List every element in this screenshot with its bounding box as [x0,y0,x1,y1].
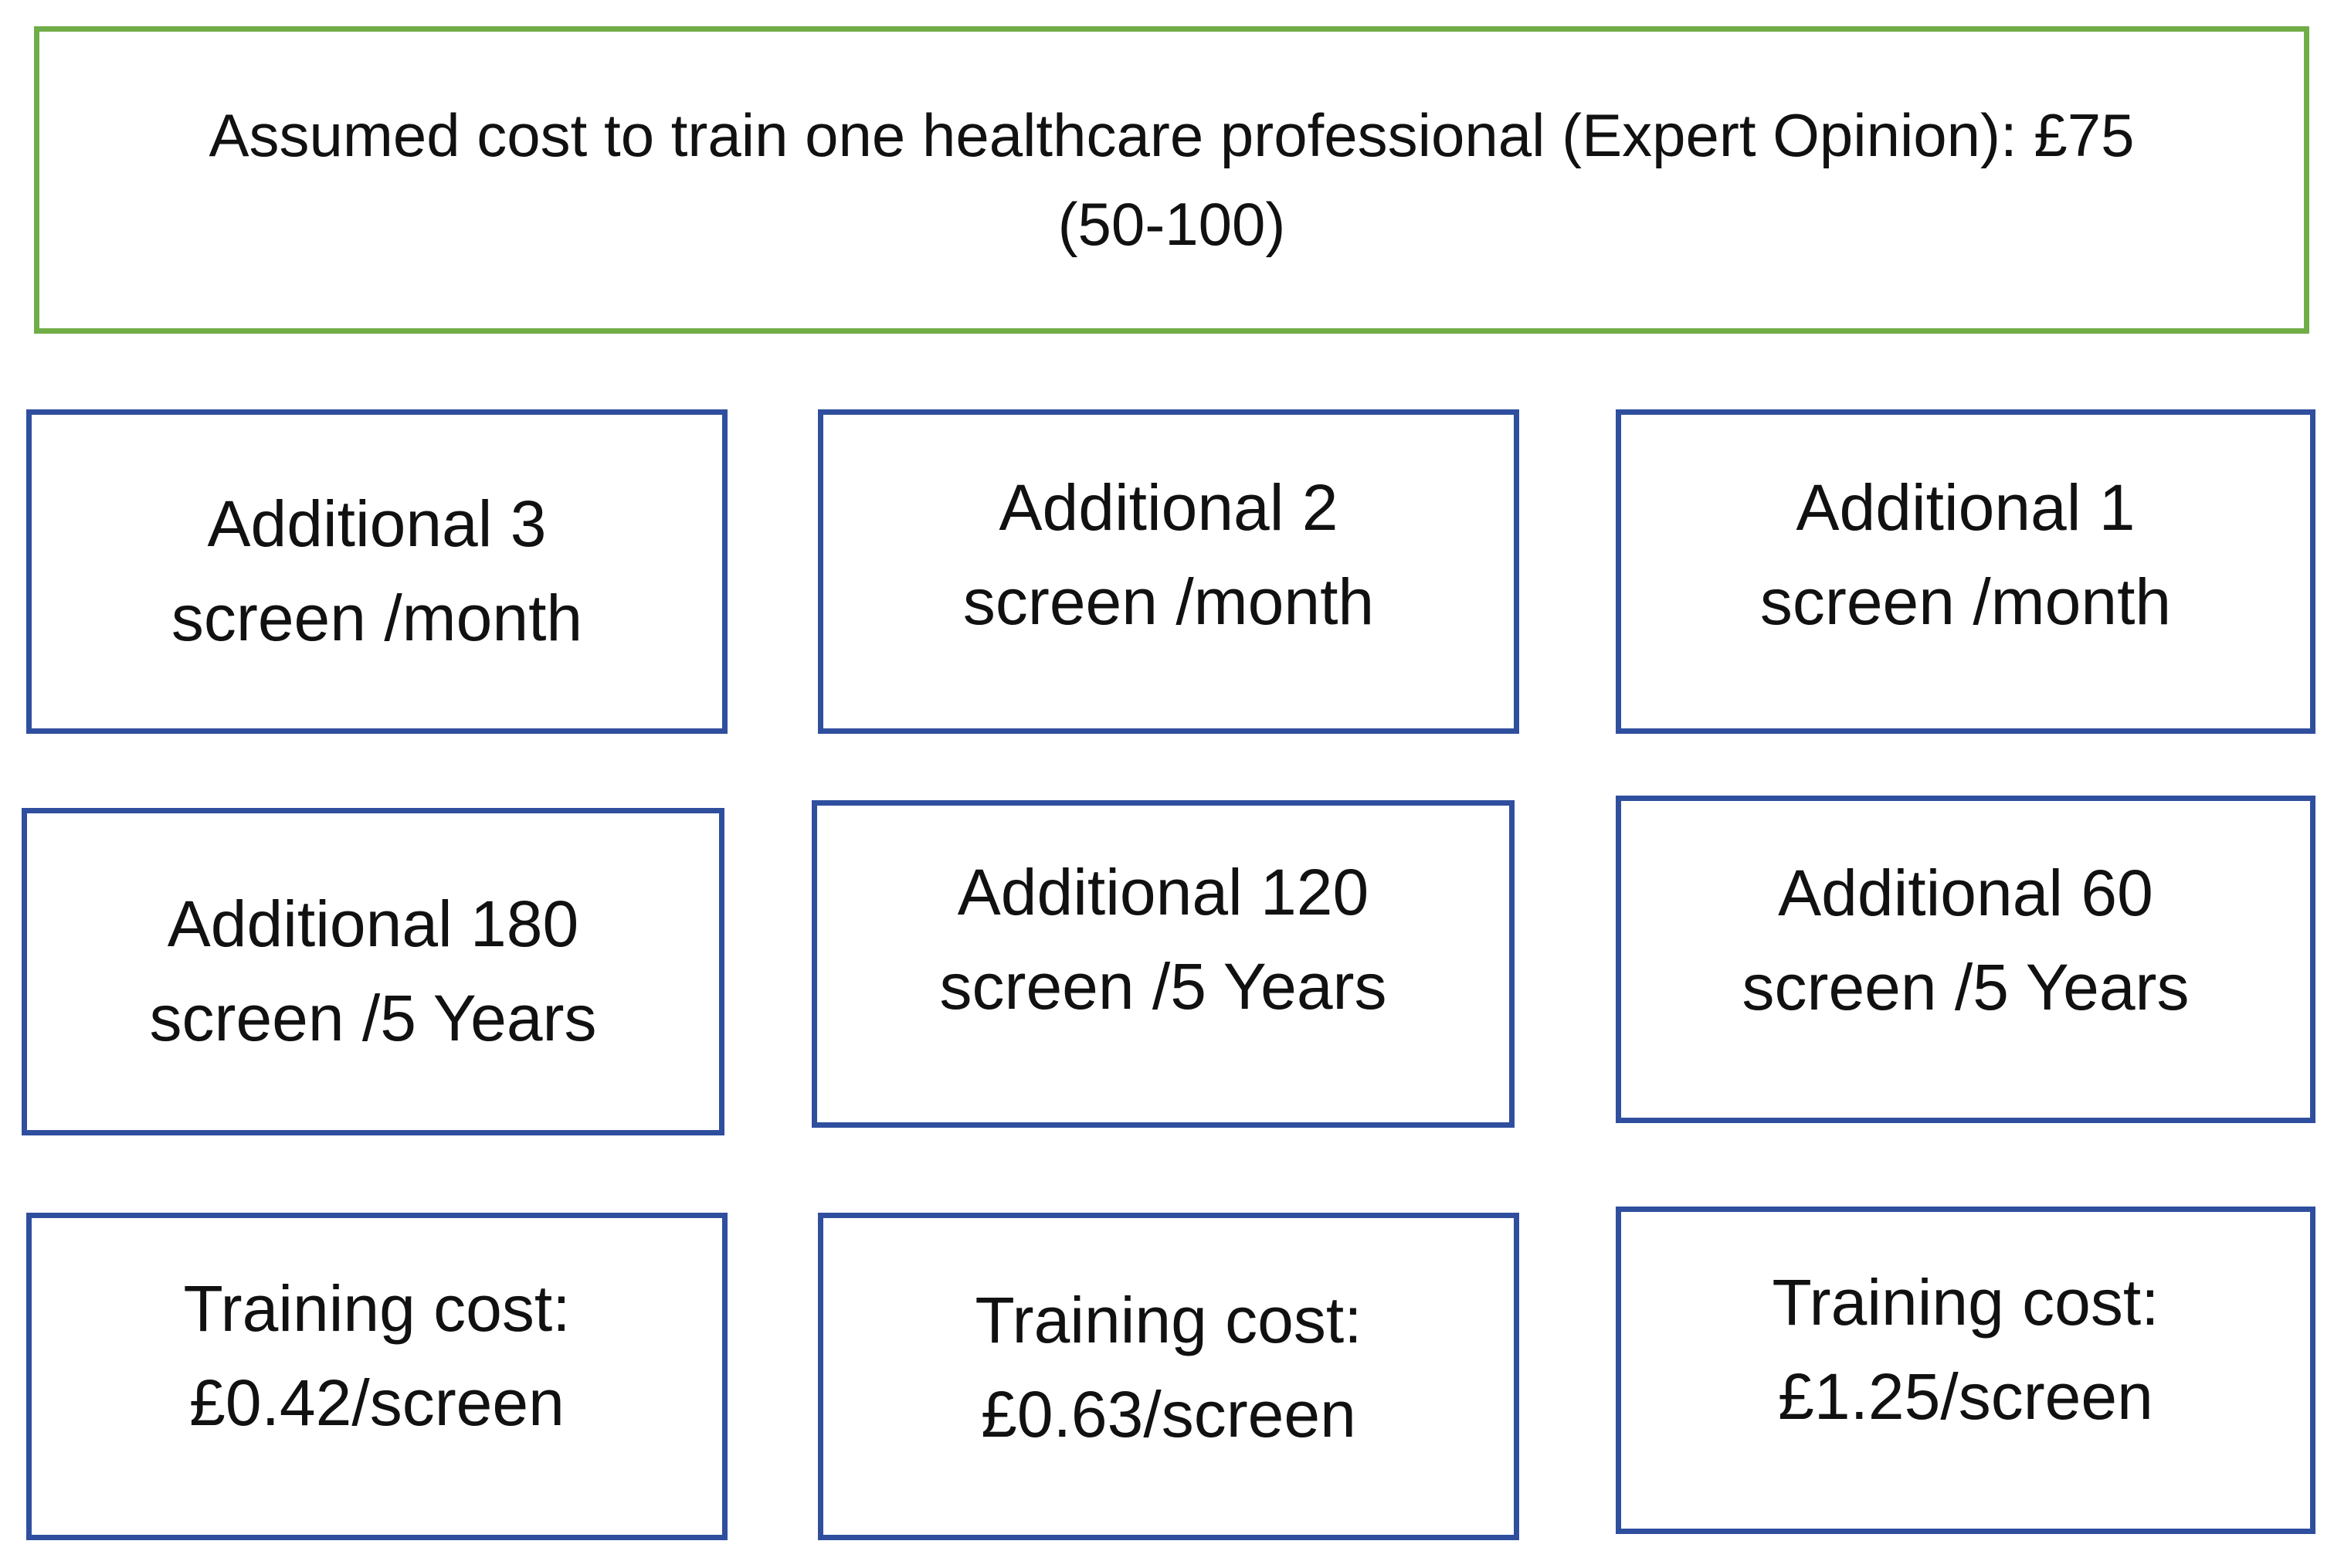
box-text: Training cost: £1.25/screen [1772,1256,2159,1444]
box-line-1: Training cost: [183,1272,571,1346]
assumed-cost-box: Assumed cost to train one healthcare pro… [34,26,2309,334]
box-line-1: Additional 120 [957,856,1369,929]
additional-3-per-month-box: Additional 3 screen /month [26,409,728,734]
box-line-2: screen /month [1759,565,2172,638]
box-line-2: £0.63/screen [981,1378,1356,1451]
box-text: Additional 3 screen /month [171,477,582,666]
additional-2-per-month-box: Additional 2 screen /month [818,409,1519,734]
box-text: Training cost: £0.63/screen [975,1274,1362,1462]
box-line-1: Additional 60 [1778,857,2153,930]
box-line-1: Training cost: [1772,1266,2159,1339]
box-line-1: Additional 1 [1796,471,2136,545]
box-line-2: screen /month [962,565,1375,638]
assumed-cost-line-2: (50-100) [1057,190,1286,258]
box-text: Training cost: £0.42/screen [183,1262,570,1451]
box-text: Additional 2 screen /month [963,461,1374,650]
box-text: Additional 60 screen /5 Years [1742,847,2189,1035]
additional-120-per-5-years-box: Additional 120 screen /5 Years [812,800,1515,1128]
box-line-2: screen /5 Years [149,982,597,1054]
assumed-cost-text: Assumed cost to train one healthcare pro… [209,91,2134,270]
box-line-1: Additional 180 [167,888,579,961]
additional-60-per-5-years-box: Additional 60 screen /5 Years [1616,796,2315,1123]
box-line-2: £0.42/screen [189,1366,565,1439]
box-line-2: screen /5 Years [939,950,1387,1023]
training-cost-1-25-box: Training cost: £1.25/screen [1616,1207,2315,1534]
additional-180-per-5-years-box: Additional 180 screen /5 Years [22,808,724,1135]
box-line-1: Additional 3 [207,487,547,561]
box-line-2: screen /month [171,582,583,654]
assumed-cost-line-1: Assumed cost to train one healthcare pro… [209,100,2135,169]
additional-1-per-month-box: Additional 1 screen /month [1616,409,2315,734]
box-line-1: Additional 2 [999,471,1338,545]
box-line-2: screen /5 Years [1742,951,2190,1023]
box-text: Additional 1 screen /month [1760,461,2171,650]
box-line-1: Training cost: [975,1284,1362,1357]
training-cost-0-63-box: Training cost: £0.63/screen [818,1213,1519,1540]
box-text: Additional 180 screen /5 Years [149,877,596,1066]
training-cost-0-42-box: Training cost: £0.42/screen [26,1213,728,1540]
box-line-2: £1.25/screen [1778,1360,2153,1433]
box-text: Additional 120 screen /5 Years [939,846,1386,1034]
